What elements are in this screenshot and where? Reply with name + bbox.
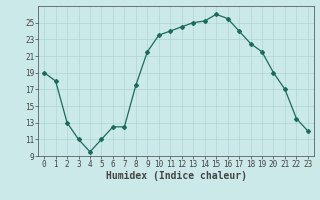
X-axis label: Humidex (Indice chaleur): Humidex (Indice chaleur) [106, 171, 246, 181]
